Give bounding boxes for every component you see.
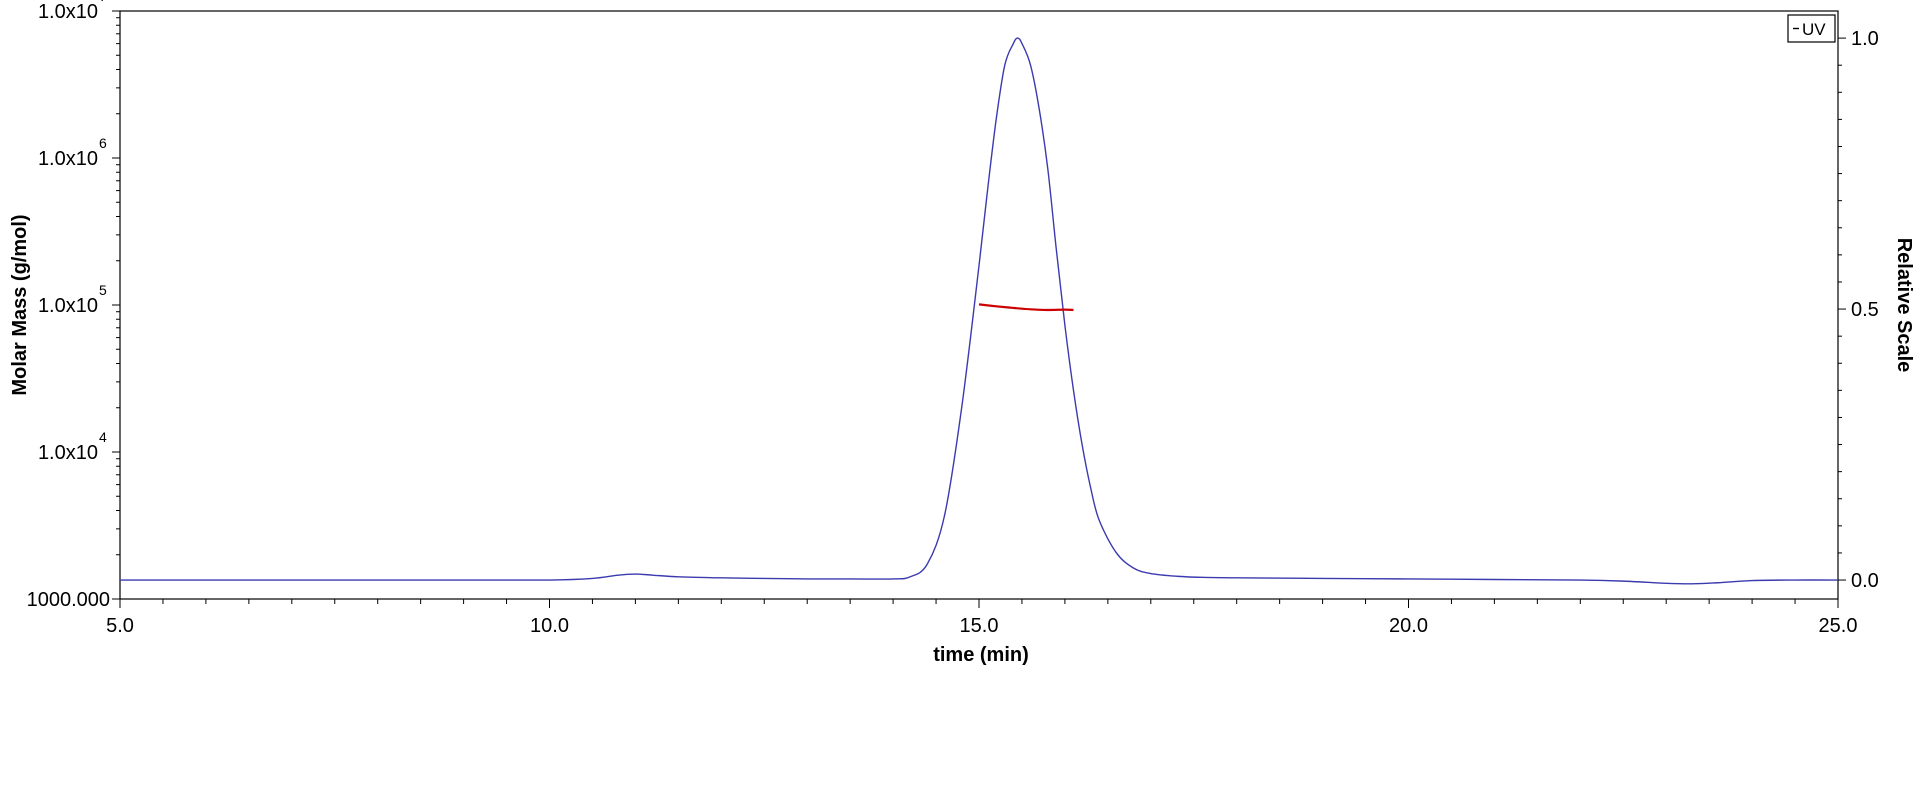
series-line-uv bbox=[120, 37, 1839, 585]
y-left-tick-exponent: 4 bbox=[99, 429, 107, 445]
y-left-tick-exponent: 5 bbox=[99, 282, 107, 298]
x-tick-label: 25.0 bbox=[1819, 615, 1858, 637]
x-tick-label: 10.0 bbox=[530, 615, 569, 637]
y-left-axis-title: Molar Mass (g/mol) bbox=[9, 214, 31, 395]
y-left-tick-label: 1.0x10 bbox=[38, 1, 98, 23]
x-axis-title: time (min) bbox=[933, 644, 1029, 666]
legend: UV bbox=[1787, 14, 1836, 43]
y-left-tick-exponent: 6 bbox=[99, 135, 107, 151]
y-right-axis-title: Relative Scale bbox=[1893, 238, 1915, 373]
series-group bbox=[120, 37, 1839, 585]
y-left-tick-label: 1000.000 bbox=[27, 589, 110, 611]
series-line-molar-mass bbox=[978, 303, 1074, 312]
y-right-tick-label: 1.0 bbox=[1851, 28, 1879, 50]
y-right-axis-ticks: 0.0 0.5 1.0 bbox=[1838, 28, 1879, 592]
x-tick-label: 5.0 bbox=[106, 615, 134, 637]
legend-label-uv: UV bbox=[1802, 20, 1826, 39]
x-tick-label: 20.0 bbox=[1389, 615, 1428, 637]
y-right-tick-label: 0.0 bbox=[1851, 570, 1879, 592]
y-left-tick-label: 1.0x10 bbox=[38, 295, 98, 317]
x-axis-ticks: 5.0 10.0 15.0 20.0 25.0 bbox=[106, 599, 1857, 637]
y-left-tick-label: 1.0x10 bbox=[38, 442, 98, 464]
x-tick-label: 15.0 bbox=[960, 615, 999, 637]
y-left-tick-label: 1.0x10 bbox=[38, 148, 98, 170]
y-right-tick-label: 0.5 bbox=[1851, 299, 1879, 321]
y-left-tick-exponent: 7 bbox=[99, 0, 107, 4]
